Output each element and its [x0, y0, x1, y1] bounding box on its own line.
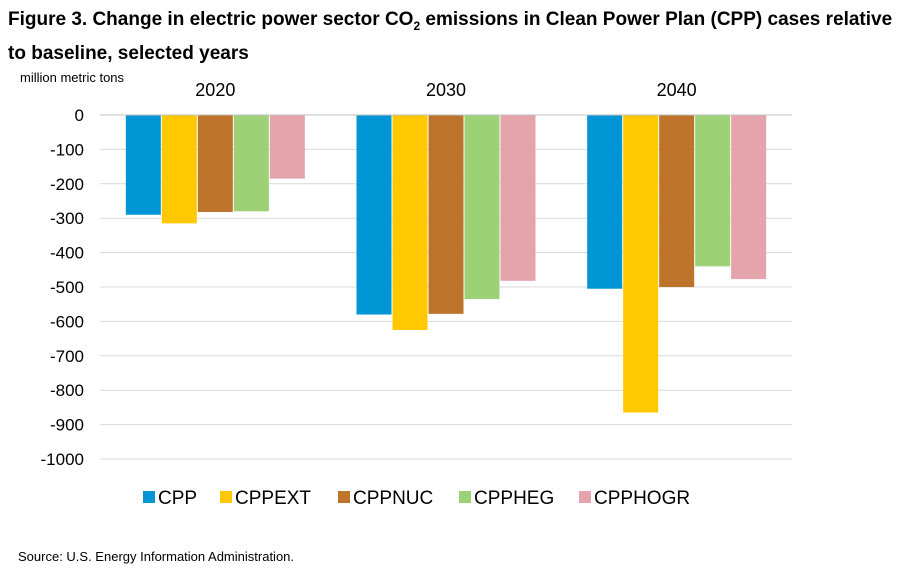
legend-swatch-cpphogr [579, 491, 591, 503]
bar-cpphogr-2030 [500, 115, 536, 281]
y-tick-label: -800 [50, 381, 84, 400]
y-tick-label: -100 [50, 140, 84, 159]
source-note: Source: U.S. Energy Information Administ… [18, 549, 295, 564]
legend-label-cppext: CPPEXT [235, 488, 311, 509]
category-label: 2030 [426, 80, 466, 100]
category-label: 2020 [195, 80, 235, 100]
legend-swatch-cppheg [459, 491, 471, 503]
bar-cppext-2020 [161, 115, 197, 224]
y-axis-unit-label: million metric tons [20, 70, 125, 85]
legend-label-cppheg: CPPHEG [474, 488, 554, 509]
category-label: 2040 [657, 80, 697, 100]
y-tick-label: -600 [50, 312, 84, 331]
bar-cppheg-2020 [233, 115, 269, 212]
bar-cpphogr-2020 [269, 115, 305, 179]
y-tick-label: -200 [50, 175, 84, 194]
bar-cppext-2040 [623, 115, 659, 413]
legend-swatch-cppnuc [338, 491, 350, 503]
y-tick-label: -1000 [41, 450, 84, 469]
bar-cppheg-2040 [695, 115, 731, 267]
legend-label-cpphogr: CPPHOGR [594, 488, 690, 509]
y-tick-label: -700 [50, 347, 84, 366]
legend-label-cpp: CPP [158, 488, 197, 509]
bar-cpp-2030 [356, 115, 392, 315]
legend-label-cppnuc: CPPNUC [353, 488, 433, 509]
y-tick-label: -300 [50, 209, 84, 228]
y-tick-label: -900 [50, 416, 84, 435]
y-tick-label: -500 [50, 278, 84, 297]
bar-cpphogr-2040 [731, 115, 767, 280]
legend-swatch-cpp [143, 491, 155, 503]
bar-cppnuc-2030 [428, 115, 464, 314]
bar-cppext-2030 [392, 115, 428, 330]
bar-cppnuc-2020 [197, 115, 233, 213]
bar-cppheg-2030 [464, 115, 500, 300]
legend-swatch-cppext [220, 491, 232, 503]
y-tick-label: -400 [50, 244, 84, 263]
chart-title: Figure 3. Change in electric power secto… [8, 9, 893, 64]
bar-cpp-2040 [587, 115, 623, 289]
bar-cppnuc-2040 [659, 115, 695, 287]
y-tick-label: 0 [75, 106, 84, 125]
bar-cpp-2020 [125, 115, 161, 215]
